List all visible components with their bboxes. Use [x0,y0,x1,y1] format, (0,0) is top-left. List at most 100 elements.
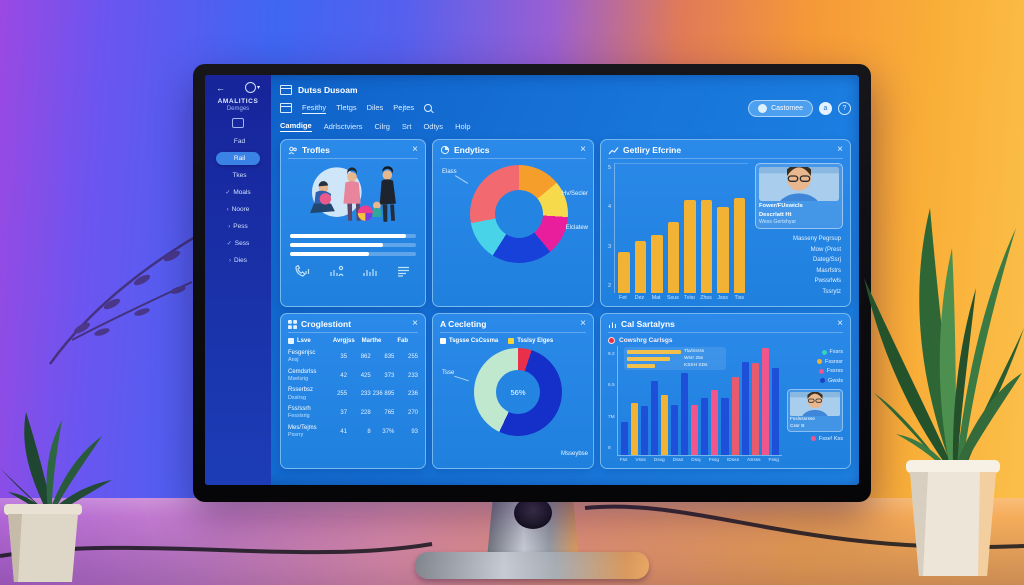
bars [616,346,782,456]
sidebar-widget-icon[interactable] [232,118,244,128]
close-icon[interactable]: × [412,144,418,155]
bar [733,197,746,293]
table-row[interactable]: Rsserbsz Dsslrsg 255 233 236 895 236 [288,387,419,401]
stand-cable-hole [514,497,552,529]
x-axis-label: Dsvg [653,458,665,463]
table-row[interactable]: Fesgenjsc Ansj 35 862 835 255 [288,350,419,364]
back-icon[interactable]: ← [216,82,225,93]
bar-chart-icon[interactable] [362,264,377,282]
donut-chart-area: 56% Tsse Msseybse [440,346,588,463]
sidebar-item-icon: › [228,257,231,264]
panel-earnings: Getliry Efcrine × 5 4 3 2 Fet Dez Mat Ssus Tvis… [600,139,851,307]
close-icon[interactable]: × [837,144,843,155]
sidebar-item[interactable]: › Dies [209,254,267,267]
notification-button[interactable]: a [819,101,832,115]
sidebar-item-label: Tkes [232,172,247,179]
x-axis-label: Ssus [666,295,679,301]
sidebar-avatar[interactable]: ▾ [244,82,260,93]
sidebar-item-label: Sess [234,240,250,247]
bar-chart-person-icon[interactable] [329,264,344,282]
side-link[interactable]: Mow (Prest [810,246,841,253]
side-link[interactable]: Masrfstrs [816,267,841,274]
sidebar-item[interactable]: › Pess [209,220,267,233]
menubar: Fesithy Tletgs Diles Pejtes Castomee a ? [280,99,851,117]
mini-profile-card[interactable]: Fsslsssrsse Cssr B [787,389,843,433]
sidebar-item[interactable]: ✓ Moals [209,186,267,199]
bar [620,422,628,455]
panel-title: Trofles [302,145,330,155]
table-row[interactable]: Fss/ssrh Fesslsrig 37 228 765 270 [288,406,419,420]
side-link[interactable]: Dateg/Ssrj [812,257,841,264]
close-icon[interactable]: × [837,318,843,329]
panel-table: Croglestiont × Lsve Avrgjss Marthe Fab [280,313,426,469]
profile-photo [790,392,840,416]
sidebar-item-label: Pess [233,223,248,230]
help-button[interactable]: ? [838,101,851,115]
donut-hole [496,370,540,414]
axis-tick-label: 2 [608,282,612,289]
menu-item[interactable]: Pejtes [393,102,415,112]
side-link[interactable]: Pwssrlwls [814,278,841,285]
progress-list [288,229,418,256]
tab[interactable]: Odtys [423,121,444,131]
window-icon [280,85,292,95]
close-icon[interactable]: × [412,318,418,329]
menu-item[interactable]: Diles [366,102,384,112]
tab[interactable]: Camdige [280,120,312,132]
progress-bar [290,252,416,256]
sidebar-item[interactable]: Fad [209,135,267,148]
close-icon[interactable]: × [580,318,586,329]
customers-button[interactable]: Castomee [748,99,813,117]
sidebar-item[interactable]: Rail [216,152,260,165]
panel-title: Cal Sartalyns [621,319,675,329]
donut-label-right: Hv/Secler [561,191,588,197]
phone-chart-icon[interactable] [295,264,310,282]
sidebar-item[interactable]: ✓ Sess [209,237,267,250]
inline-legend-row: Wsrr 25s [627,356,723,361]
avatar-icon [244,82,256,93]
bar [650,380,658,455]
bar [684,200,696,293]
bar [651,234,663,293]
side-link[interactable]: Tssrytz [822,288,841,295]
menu-item[interactable]: Fesithy [302,102,327,114]
sidebar-item[interactable]: › Noore [209,203,267,216]
bar [721,398,729,455]
sidebar-item-icon: › [228,223,231,230]
sidebar-item-label: Noore [231,206,250,213]
axis-tick-label: 7M [608,414,615,420]
legend-item: Fssrssr [787,359,843,365]
search-icon[interactable] [424,104,433,112]
stat-icons-row [288,256,418,282]
donut-center-value: 56% [510,387,526,397]
monitor: ← ▾ AMALITICS Demges Fad Rail Tkes ✓ Moa… [193,64,871,502]
y-axis-ticks: 5 4 3 2 [608,163,614,301]
menu-item[interactable]: Tletgs [336,102,357,112]
bar [671,404,679,455]
tab[interactable]: Holp [455,121,471,131]
legend-dot-icon [818,368,824,374]
bar [700,200,713,293]
sidebar-item[interactable]: Tkes [209,169,267,182]
bar [731,376,739,455]
table-row[interactable]: Cemdsrlss Mselsrig 42 425 373 233 [288,368,419,382]
legend-item: Tsgsse CsCssma [440,338,498,344]
tab[interactable]: Cilrg [374,121,390,131]
x-axis-label: Tviss [683,295,696,301]
tab[interactable]: Srt [401,121,412,131]
sales-bar-chart: Tla/Ssrss Wsrr 25s KSSH SDs 9.2 6.5 7M 8 Fs… [608,346,782,463]
sidebar-item-label: Dies [233,257,247,264]
side-link[interactable]: Masseny Pegrsup [792,236,841,243]
tab[interactable]: Adrlsctviers [323,121,363,131]
side-links: Masseny Pegrsup Mow (Prest Dateg/Ssrj Masrf… [755,236,843,295]
list-icon[interactable] [396,264,411,282]
table-row[interactable]: Mes/Tejms Pssrry 41 8 37% 93 [288,424,419,438]
titlebar: Dutss Dusoam [280,83,851,97]
pie-icon [440,145,450,155]
checkbox-icon[interactable] [288,338,294,344]
profile-card[interactable]: Fower/FUswicls Descrlatt Ht Wess Gertshy… [755,163,843,230]
x-axis-label: Fet [619,295,627,301]
close-icon[interactable]: × [580,144,586,155]
menu-grid-icon[interactable] [280,103,292,113]
